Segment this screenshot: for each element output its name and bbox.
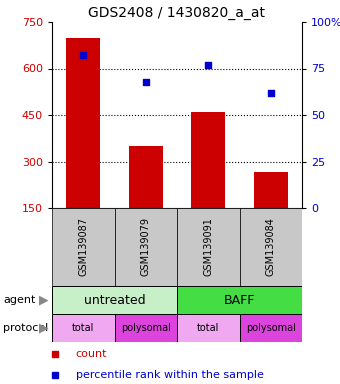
- Text: GSM139084: GSM139084: [266, 218, 276, 276]
- Bar: [191, 112, 225, 208]
- Bar: [115, 208, 177, 286]
- Text: GSM139079: GSM139079: [141, 217, 151, 276]
- Bar: [66, 38, 100, 208]
- Bar: [129, 146, 163, 208]
- Bar: [115, 314, 177, 342]
- Bar: [177, 208, 239, 286]
- Text: agent: agent: [3, 295, 36, 305]
- Text: GSM139087: GSM139087: [78, 217, 88, 276]
- Title: GDS2408 / 1430820_a_at: GDS2408 / 1430820_a_at: [88, 6, 266, 20]
- Bar: [239, 208, 302, 286]
- Text: ▶: ▶: [39, 321, 49, 334]
- Text: percentile rank within the sample: percentile rank within the sample: [76, 370, 264, 380]
- Bar: [52, 208, 115, 286]
- Bar: [177, 286, 302, 314]
- Text: polysomal: polysomal: [121, 323, 171, 333]
- Text: total: total: [72, 323, 95, 333]
- Text: polysomal: polysomal: [246, 323, 296, 333]
- Point: [143, 78, 149, 84]
- Bar: [177, 314, 239, 342]
- Text: GSM139091: GSM139091: [203, 218, 213, 276]
- Text: count: count: [76, 349, 107, 359]
- Bar: [239, 314, 302, 342]
- Text: BAFF: BAFF: [224, 293, 255, 306]
- Point: [205, 62, 211, 68]
- Bar: [52, 286, 177, 314]
- Bar: [254, 172, 288, 208]
- Text: untreated: untreated: [84, 293, 145, 306]
- Text: total: total: [197, 323, 219, 333]
- Text: ▶: ▶: [39, 293, 49, 306]
- Text: protocol: protocol: [3, 323, 49, 333]
- Point: [81, 52, 86, 58]
- Bar: [52, 314, 115, 342]
- Point: [268, 89, 273, 96]
